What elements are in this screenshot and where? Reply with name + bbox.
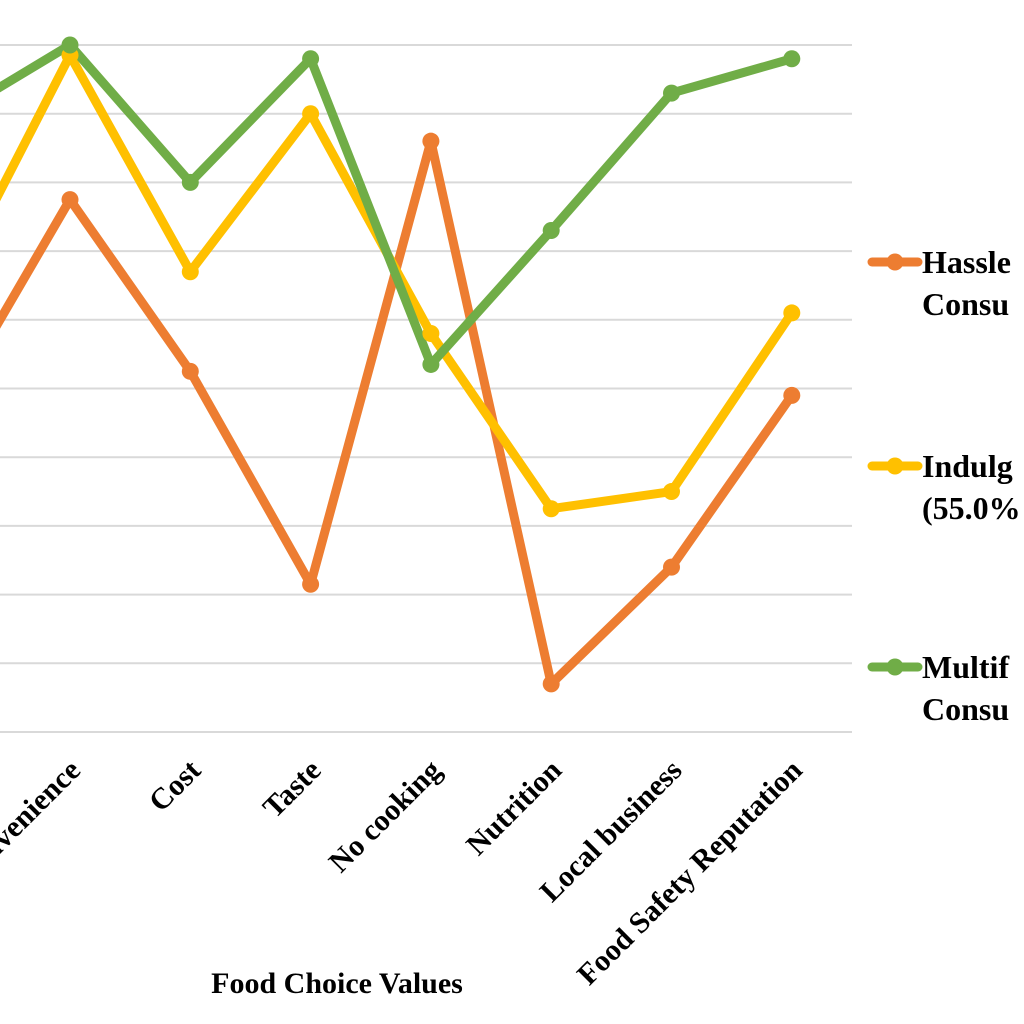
x-tick-label: Convenience <box>0 754 87 893</box>
data-point-indulg <box>422 325 440 343</box>
legend-label-line2: (55.0% <box>922 490 1021 526</box>
x-axis-title: Food Choice Values <box>211 967 463 1000</box>
legend: Hassle Consu Indulg (55.0% Multif Consu <box>867 244 1021 727</box>
data-point-hassle <box>663 558 680 576</box>
x-tick-label: No cooking <box>323 754 448 879</box>
gridlines <box>0 44 852 733</box>
data-point-hassle <box>542 675 560 693</box>
legend-label: Indulg <box>922 448 1013 484</box>
data-point-multif <box>783 50 801 68</box>
series-line-hassle <box>0 136 797 689</box>
data-point-hassle <box>422 132 440 150</box>
data-point-multif <box>61 36 79 54</box>
series-lines <box>0 40 797 689</box>
x-tick-label: Food Safety Reputation <box>571 753 809 991</box>
data-point-indulg <box>302 105 320 123</box>
legend-marker <box>886 658 904 676</box>
data-point-indulg <box>181 263 199 281</box>
data-point-hassle <box>181 362 199 380</box>
data-point-multif <box>181 173 199 191</box>
legend-label-line2: Consu <box>922 286 1009 322</box>
series-line-multif <box>0 40 797 369</box>
data-point-indulg <box>663 483 680 501</box>
data-point-multif <box>663 84 680 102</box>
data-points <box>61 36 801 693</box>
data-point-multif <box>542 221 560 239</box>
data-point-hassle <box>783 386 801 404</box>
legend-label-line2: Consu <box>922 691 1009 727</box>
x-tick-label: Nutrition <box>460 753 568 861</box>
legend-label: Hassle <box>922 244 1011 280</box>
legend-marker <box>886 457 904 475</box>
x-tick-label: Cost <box>143 754 208 819</box>
legend-label: Multif <box>922 649 1009 685</box>
data-point-indulg <box>542 500 560 518</box>
data-point-multif <box>422 355 440 373</box>
x-tick-label: Taste <box>257 754 328 825</box>
legend-marker <box>886 253 904 271</box>
data-point-hassle <box>61 191 79 209</box>
data-point-hassle <box>302 575 320 593</box>
data-point-multif <box>302 50 320 68</box>
data-point-indulg <box>783 304 801 322</box>
